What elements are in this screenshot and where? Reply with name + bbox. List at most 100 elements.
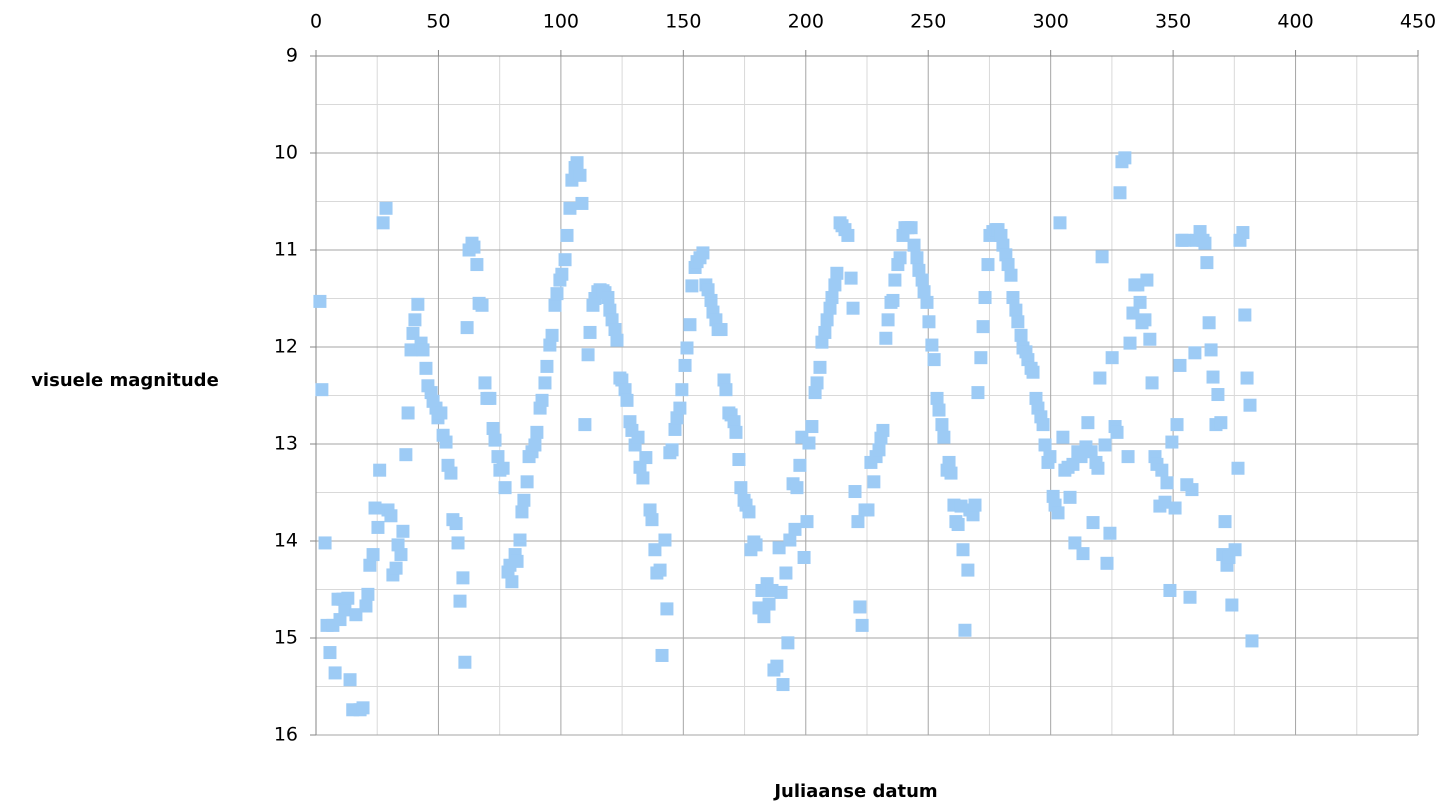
point — [535, 393, 549, 407]
point — [394, 548, 408, 562]
point — [886, 293, 900, 307]
point — [399, 448, 413, 462]
point — [1140, 273, 1154, 287]
point — [434, 406, 448, 420]
point — [467, 240, 481, 254]
point — [922, 315, 936, 329]
point — [1188, 346, 1202, 360]
x-tick-label: 350 — [1155, 11, 1191, 33]
point — [1243, 398, 1257, 412]
point — [618, 383, 632, 397]
point — [366, 548, 380, 562]
y-tick-label: 15 — [274, 627, 298, 649]
point — [1086, 516, 1100, 530]
point — [610, 333, 624, 347]
point — [1133, 295, 1147, 309]
point — [1043, 450, 1057, 464]
point — [1038, 438, 1052, 452]
point — [876, 423, 890, 437]
point — [315, 383, 329, 397]
point — [1105, 351, 1119, 365]
point — [1011, 315, 1025, 329]
point — [510, 554, 524, 568]
point — [396, 524, 410, 538]
point — [341, 591, 355, 605]
point — [704, 293, 718, 307]
point — [1093, 371, 1107, 385]
point — [1200, 256, 1214, 270]
point — [1100, 556, 1114, 570]
point — [349, 608, 363, 622]
point — [881, 313, 895, 327]
point — [475, 298, 489, 312]
point — [668, 422, 682, 436]
y-tick-label: 13 — [274, 433, 298, 455]
point — [453, 594, 467, 608]
y-tick-label: 16 — [274, 724, 298, 746]
point — [1204, 343, 1218, 357]
point — [981, 258, 995, 272]
point — [1098, 438, 1112, 452]
point — [583, 325, 597, 339]
point — [976, 320, 990, 334]
point — [830, 266, 844, 280]
point — [968, 498, 982, 512]
point — [810, 376, 824, 390]
point — [517, 493, 531, 507]
point — [701, 283, 715, 297]
point — [1214, 416, 1228, 430]
x-tick-label: 100 — [543, 11, 579, 33]
point — [846, 301, 860, 315]
point — [696, 246, 710, 260]
point — [932, 403, 946, 417]
point — [1236, 226, 1250, 240]
point — [371, 520, 385, 534]
point — [363, 558, 377, 572]
point — [813, 360, 827, 374]
point — [917, 285, 931, 299]
point — [930, 391, 944, 405]
point — [1051, 506, 1065, 520]
point — [313, 294, 327, 308]
point — [1009, 303, 1023, 317]
y-tick-label: 11 — [274, 239, 298, 261]
point — [927, 353, 941, 367]
point — [620, 393, 634, 407]
point — [1001, 258, 1015, 272]
point — [558, 253, 572, 267]
point — [893, 251, 907, 265]
point — [655, 648, 669, 662]
point — [961, 563, 975, 577]
x-tick-label: 300 — [1033, 11, 1069, 33]
point — [828, 278, 842, 292]
point — [820, 313, 834, 327]
point — [1053, 216, 1067, 230]
point — [1218, 515, 1232, 529]
point — [328, 666, 342, 680]
point — [861, 503, 875, 517]
point — [944, 466, 958, 480]
point — [483, 391, 497, 405]
x-tick-label: 0 — [310, 11, 322, 33]
point — [1202, 316, 1216, 330]
point — [496, 461, 510, 475]
point — [451, 536, 465, 550]
point — [1138, 313, 1152, 327]
point — [1036, 418, 1050, 432]
point — [389, 561, 403, 575]
point — [1123, 336, 1137, 350]
point — [658, 533, 672, 547]
point — [956, 543, 970, 557]
point — [460, 321, 474, 335]
point — [685, 279, 699, 293]
point — [942, 455, 956, 469]
point — [488, 433, 502, 447]
point — [958, 623, 972, 637]
point — [920, 295, 934, 309]
point — [719, 383, 733, 397]
point — [1056, 430, 1070, 444]
point — [783, 533, 797, 547]
point — [1006, 291, 1020, 305]
point — [456, 571, 470, 585]
